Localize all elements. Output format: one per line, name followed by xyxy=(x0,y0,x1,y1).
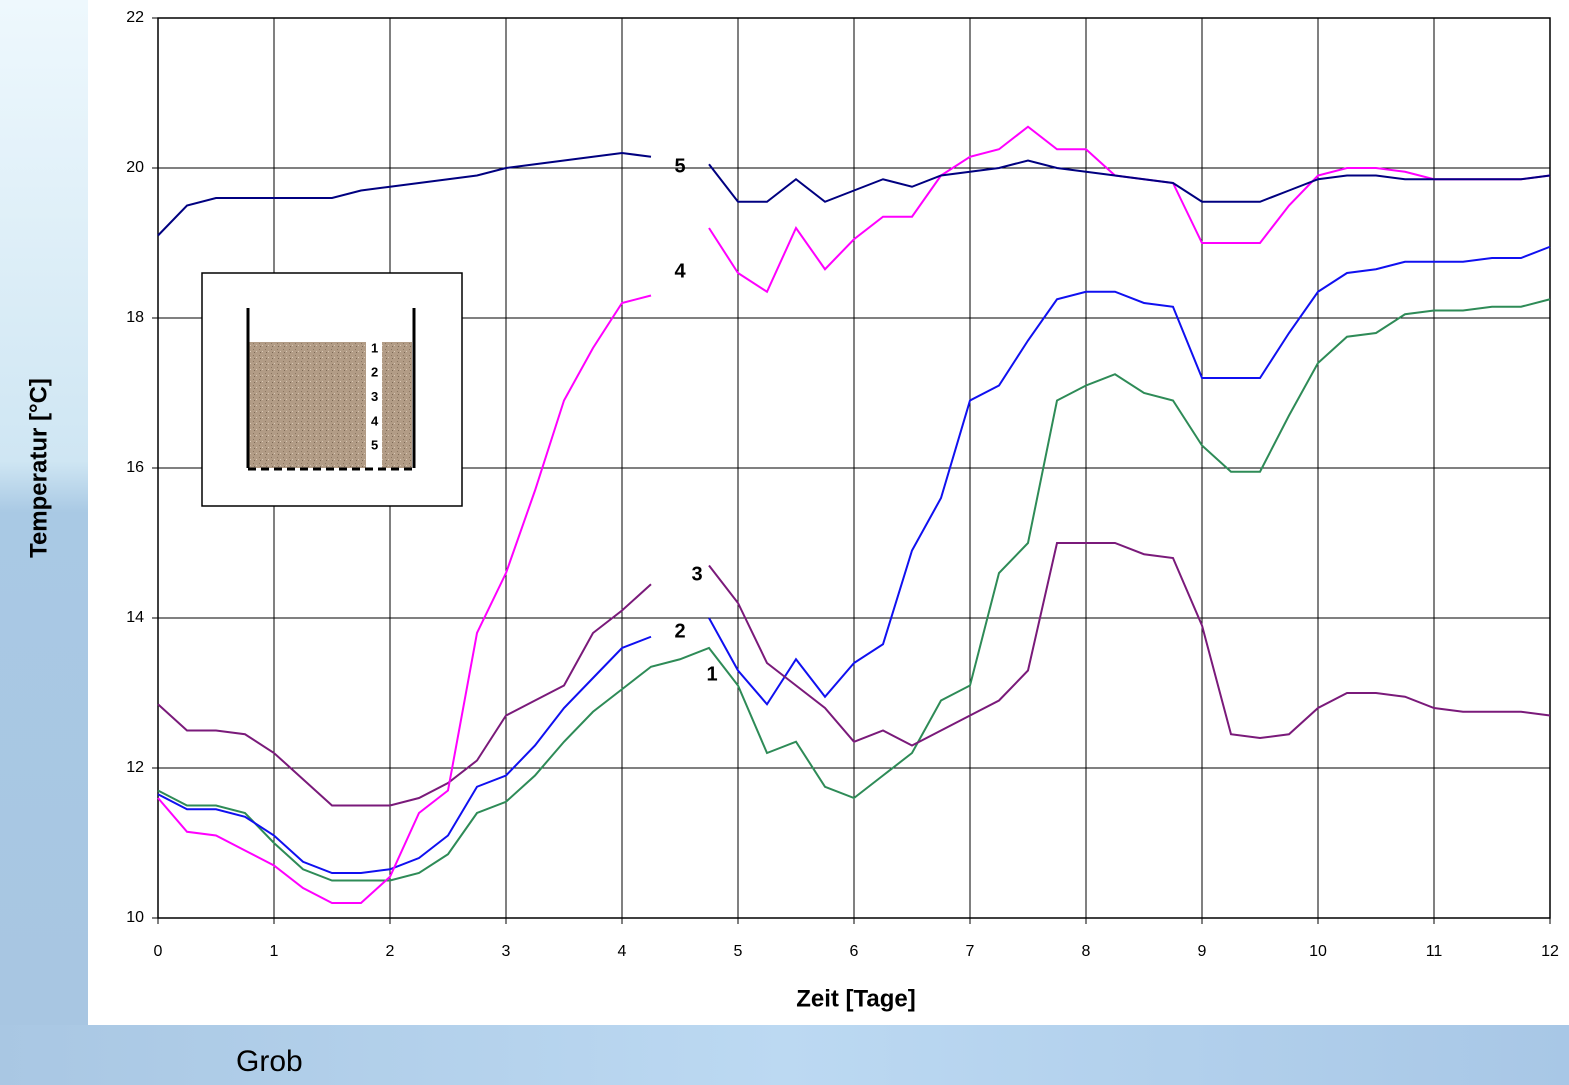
x-tick-label: 12 xyxy=(1541,943,1559,960)
inset-label: 5 xyxy=(371,438,378,453)
inset: 1 2 3 4 5 xyxy=(201,272,463,507)
x-tick-label: 11 xyxy=(1426,943,1443,960)
x-tick-label: 7 xyxy=(966,943,975,960)
series-line xyxy=(157,298,1551,882)
y-tick-label: 16 xyxy=(126,459,144,476)
plot-frame xyxy=(157,17,1551,919)
left-band xyxy=(0,0,88,1025)
x-tick-label: 8 xyxy=(1082,943,1091,960)
series-label: 2 xyxy=(674,620,685,642)
inset-label: 4 xyxy=(371,413,379,428)
y-tick-label: 18 xyxy=(126,309,144,326)
inset-label: 3 xyxy=(371,389,378,404)
x-tick-label: 9 xyxy=(1198,943,1207,960)
x-tick-label: 6 xyxy=(850,943,859,960)
x-tick-label: 2 xyxy=(386,943,395,960)
x-tick-label: 10 xyxy=(1309,943,1327,960)
y-tick-label: 12 xyxy=(126,759,144,776)
series-line xyxy=(157,245,1551,874)
soil xyxy=(249,342,412,468)
y-tick-label: 14 xyxy=(126,609,144,626)
inset-label: 2 xyxy=(371,365,378,380)
y-tick-label: 20 xyxy=(126,159,144,176)
y-tick-label: 22 xyxy=(126,9,144,26)
chart-area xyxy=(88,0,1569,1025)
series-label: 3 xyxy=(691,563,702,585)
x-tick-label: 0 xyxy=(154,943,163,960)
y-axis-title: Temperatur [°C] xyxy=(25,378,52,558)
series-label: 4 xyxy=(674,260,686,282)
label-strip xyxy=(366,342,382,468)
y-tick-label: 10 xyxy=(126,909,144,926)
series-label: 1 xyxy=(706,663,717,685)
x-tick-label: 1 xyxy=(270,943,279,960)
inset-label: 1 xyxy=(371,340,378,355)
x-axis-title: Zeit [Tage] xyxy=(796,985,916,1012)
series-line xyxy=(157,151,1551,237)
x-tick-label: 4 xyxy=(618,943,627,960)
caption: Grob xyxy=(236,1045,303,1078)
series-label: 5 xyxy=(674,155,685,177)
x-tick-label: 5 xyxy=(734,943,743,960)
series-line xyxy=(157,542,1551,807)
x-tick-label: 3 xyxy=(502,943,511,960)
